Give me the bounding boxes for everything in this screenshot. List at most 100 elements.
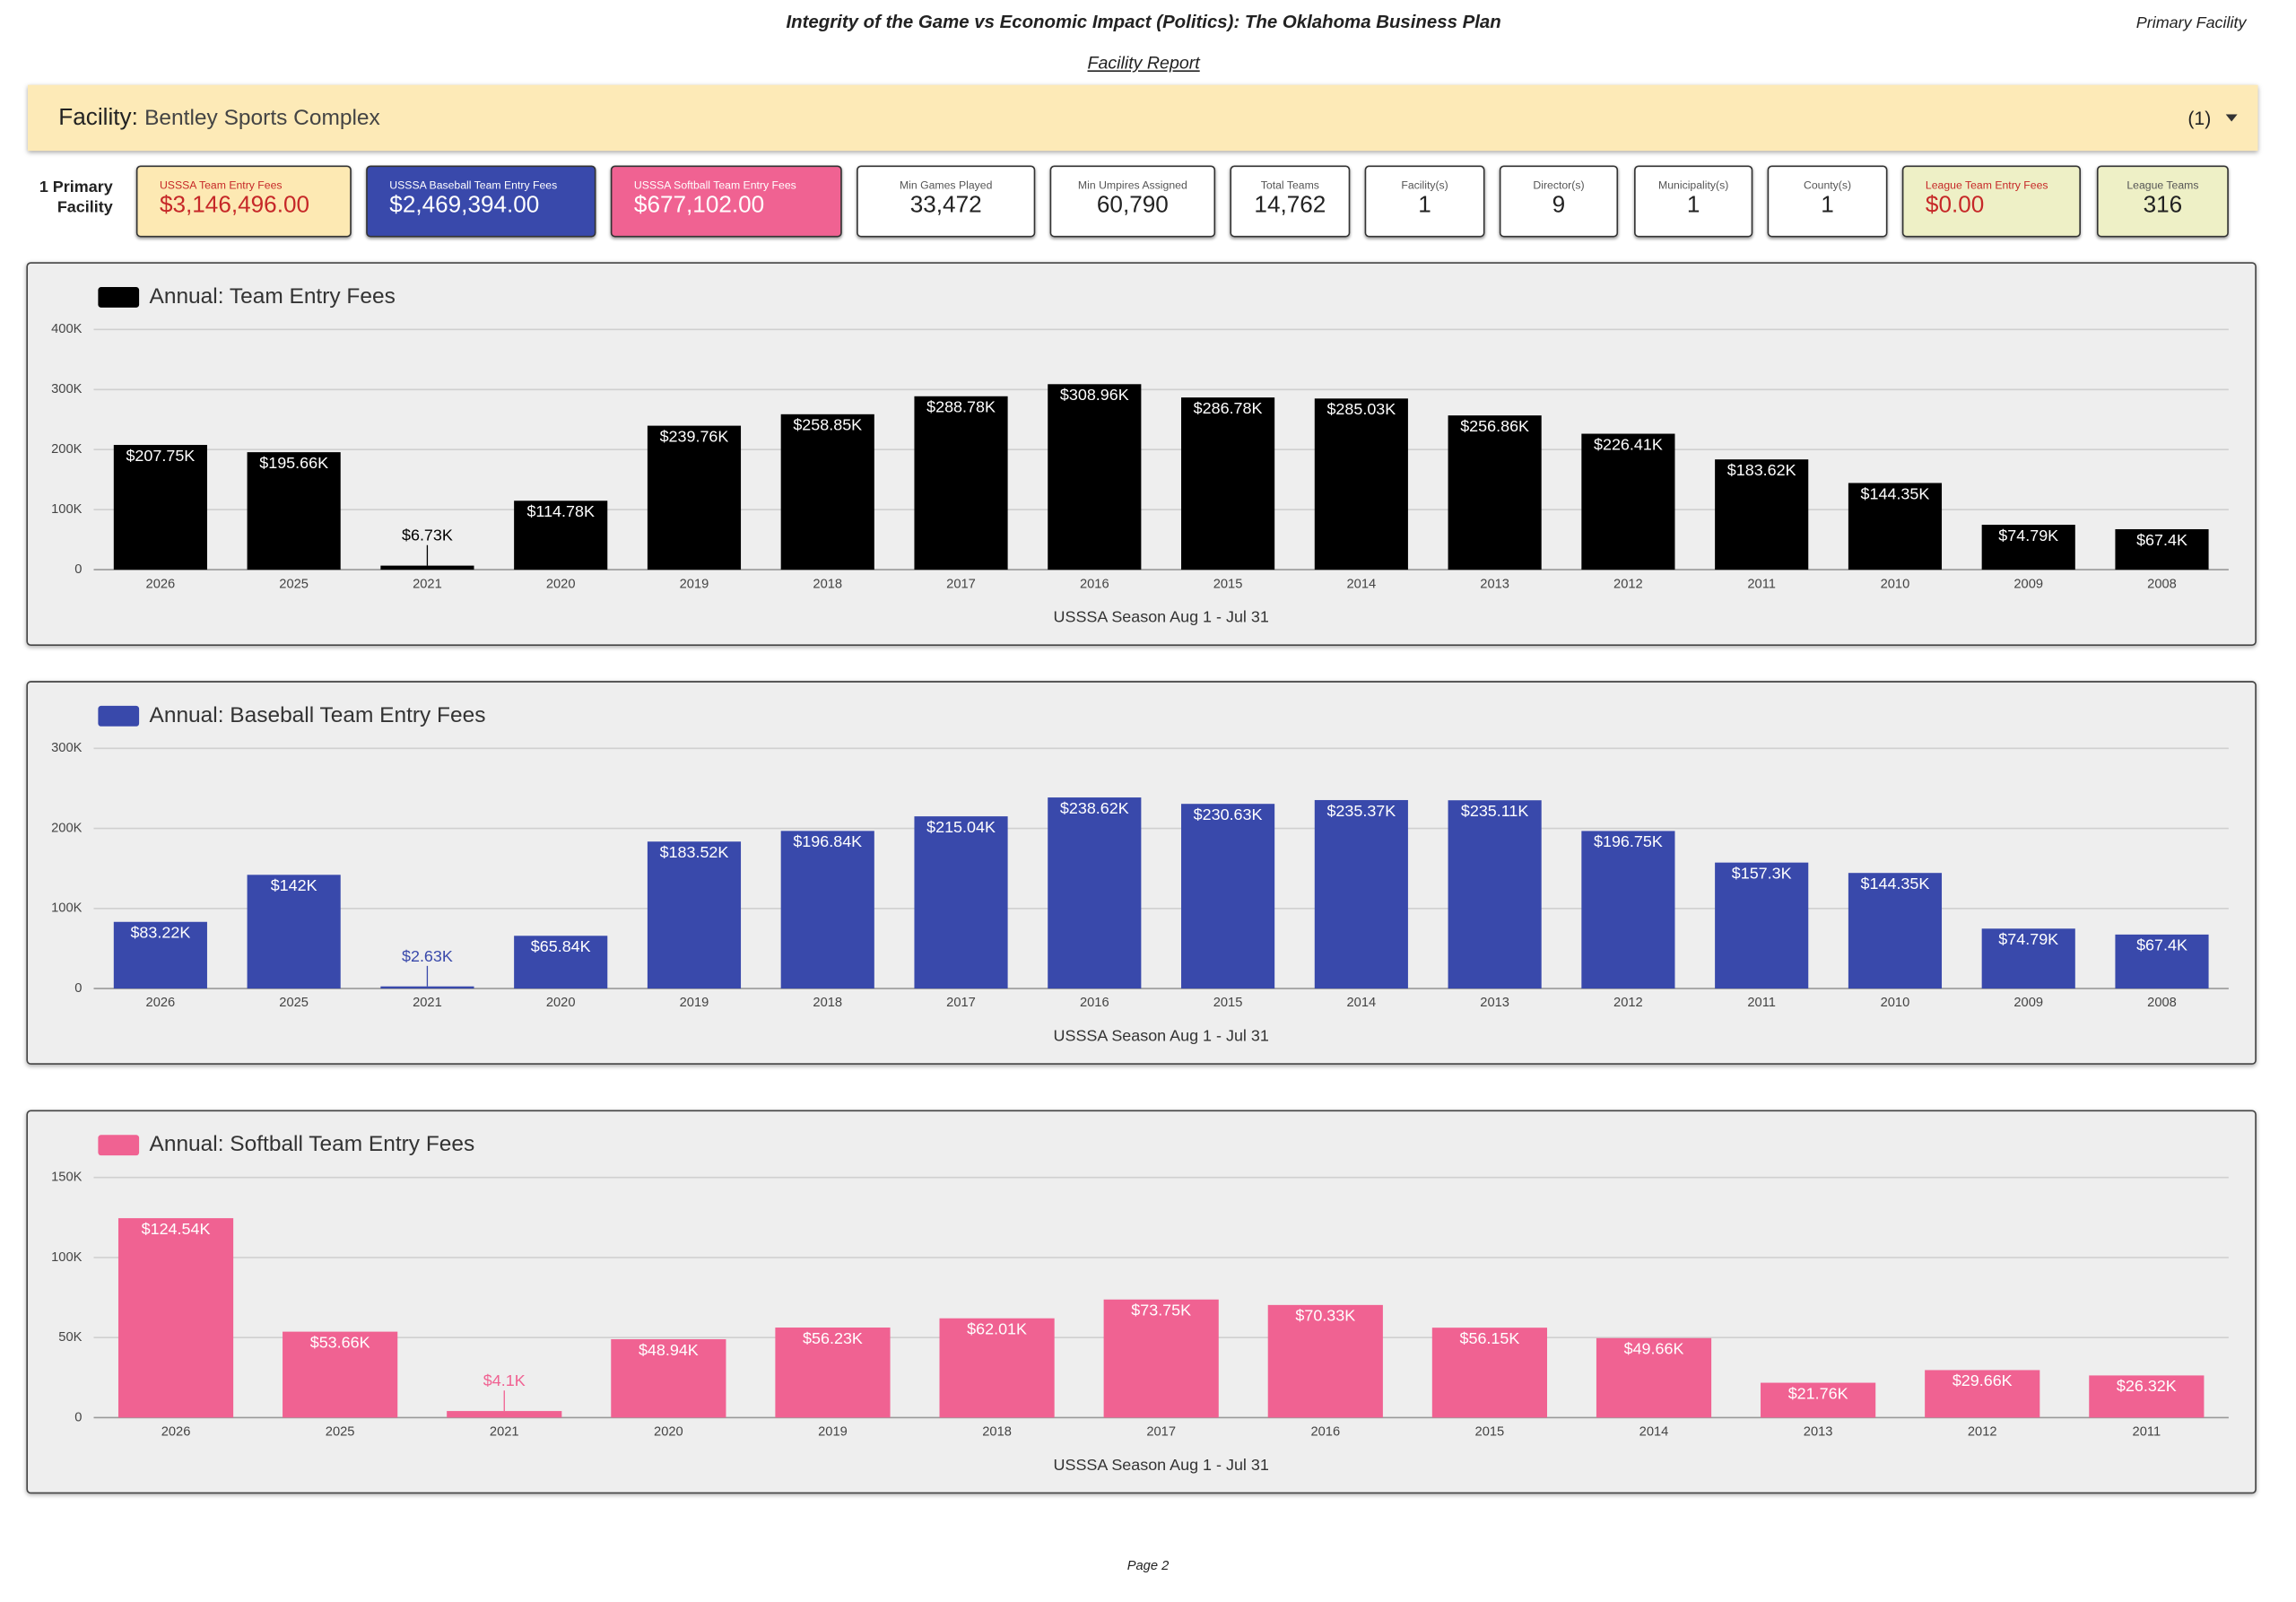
bar: [2115, 934, 2209, 989]
data-label: $53.66K: [310, 1333, 370, 1351]
kpi-card: Director(s) 9: [1499, 165, 1619, 238]
chart-panel: 0 100K 200K 300K 400K Annual: Team Entry Fees…: [26, 262, 2257, 646]
x-tick-label: 2020: [546, 996, 576, 1010]
x-tick-label: 2014: [1639, 1425, 1669, 1440]
bar: [447, 1411, 562, 1418]
dropdown-caret[interactable]: [2225, 114, 2238, 122]
x-tick-label: 2020: [654, 1425, 683, 1440]
bar: [113, 921, 207, 989]
x-tick-label: 2010: [1881, 996, 1910, 1010]
kpi-value: 33,472: [909, 193, 982, 219]
y-tick-label: 100K: [51, 1250, 83, 1265]
data-label: $124.54K: [142, 1220, 211, 1238]
kpi-card: Min Umpires Assigned 60,790: [1049, 165, 1216, 238]
bar: [514, 936, 608, 989]
facility-label-row: Facility: Bentley Sports Complex: [58, 105, 380, 131]
y-tick-label: 0: [74, 562, 82, 577]
kpi-label: USSSA Baseball Team Entry Fees: [389, 178, 558, 192]
bar: [914, 396, 1008, 570]
data-label: $70.33K: [1295, 1307, 1355, 1325]
bar: [247, 875, 341, 989]
x-axis-title: USSSA Season Aug 1 - Jul 31: [1054, 1456, 1269, 1474]
x-tick-label: 2017: [946, 996, 976, 1010]
bar: [1848, 873, 1943, 989]
bar: [1314, 799, 1408, 989]
x-tick-label: 2016: [1080, 577, 1109, 591]
data-label: $74.79K: [1998, 930, 2058, 948]
x-tick-label: 2015: [1213, 996, 1243, 1010]
kpi-card: County(s) 1: [1767, 165, 1888, 238]
data-label: $286.78K: [1194, 399, 1263, 417]
legend-label: Annual: Softball Team Entry Fees: [150, 1132, 475, 1156]
kpi-card: League Teams 316: [2096, 165, 2229, 238]
bar: [647, 425, 742, 570]
data-label: $239.76K: [660, 427, 729, 445]
x-tick-label: 2018: [982, 1425, 1012, 1440]
x-tick-label: 2013: [1804, 1425, 1833, 1440]
legend-swatch: [98, 1135, 140, 1156]
bar: [1581, 433, 1675, 570]
bar: [283, 1331, 398, 1418]
data-label: $62.01K: [967, 1320, 1027, 1338]
bar: [1715, 862, 1809, 989]
bar: [914, 816, 1008, 989]
x-tick-label: 2015: [1213, 577, 1243, 591]
kpi-value: $0.00: [1925, 193, 1985, 219]
x-tick-label: 2021: [490, 1425, 519, 1440]
x-tick-label: 2012: [1613, 996, 1643, 1010]
data-label: $258.85K: [793, 416, 862, 434]
data-label: $26.32K: [2117, 1377, 2177, 1395]
facility-filter[interactable]: Facility: Bentley Sports Complex (1): [28, 84, 2258, 152]
facility-name: Bentley Sports Complex: [144, 105, 380, 131]
data-label: $67.4K: [2136, 531, 2187, 549]
bar: [113, 445, 207, 570]
bar: [647, 841, 742, 989]
bar: [1848, 483, 1943, 570]
x-tick-label: 2013: [1480, 577, 1509, 591]
kpi-label: Min Games Played: [899, 178, 993, 192]
kpi-value: 9: [1552, 193, 1566, 219]
x-tick-label: 2017: [1146, 1425, 1176, 1440]
chart-panel: 0 100K 200K 300K Annual: Baseball Team Entry…: [26, 681, 2257, 1065]
y-tick-label: 150K: [51, 1171, 83, 1185]
kpi-card: Min Games Played 33,472: [857, 165, 1036, 238]
x-axis-title: USSSA Season Aug 1 - Jul 31: [1054, 1027, 1269, 1045]
kpi-label: League Teams: [2126, 178, 2199, 192]
x-tick-label: 2026: [161, 1425, 191, 1440]
y-tick-label: 200K: [51, 821, 83, 835]
y-tick-label: 50K: [58, 1330, 82, 1345]
data-label: $238.62K: [1060, 799, 1129, 817]
x-tick-label: 2014: [1347, 577, 1377, 591]
x-tick-label: 2016: [1080, 996, 1109, 1010]
bar: [1581, 831, 1675, 989]
kpi-label: Total Teams: [1260, 178, 1319, 192]
x-tick-label: 2018: [813, 577, 842, 591]
kpi-label: Facility(s): [1401, 178, 1448, 192]
bar: [1314, 398, 1408, 570]
data-label: $183.52K: [660, 843, 729, 861]
x-tick-label: 2026: [146, 577, 176, 591]
kpi-card: Municipality(s) 1: [1634, 165, 1753, 238]
legend-swatch: [98, 705, 140, 727]
data-label: $308.96K: [1060, 386, 1129, 404]
data-label: $215.04K: [926, 818, 996, 836]
bar: [1181, 804, 1275, 989]
bar: [1181, 397, 1275, 570]
bar: [1981, 928, 2075, 989]
data-label: $48.94K: [639, 1341, 699, 1359]
bar: [380, 986, 474, 989]
data-label: $56.15K: [1459, 1329, 1519, 1347]
kpi-value: $677,102.00: [633, 193, 765, 219]
data-label: $235.11K: [1461, 802, 1529, 820]
data-label: $196.84K: [793, 832, 862, 850]
page-number: Page 2: [1126, 1558, 1170, 1573]
x-tick-label: 2016: [1310, 1425, 1340, 1440]
bar: [380, 565, 474, 570]
kpi-value: 60,790: [1096, 193, 1169, 219]
bar-chart: 0 100K 200K 300K 400K Annual: Team Entry Fees…: [51, 284, 2229, 626]
kpi-value: $3,146,496.00: [159, 193, 310, 219]
report-subtitle: Facility Report: [1087, 52, 1200, 74]
data-label: $195.66K: [259, 454, 328, 472]
